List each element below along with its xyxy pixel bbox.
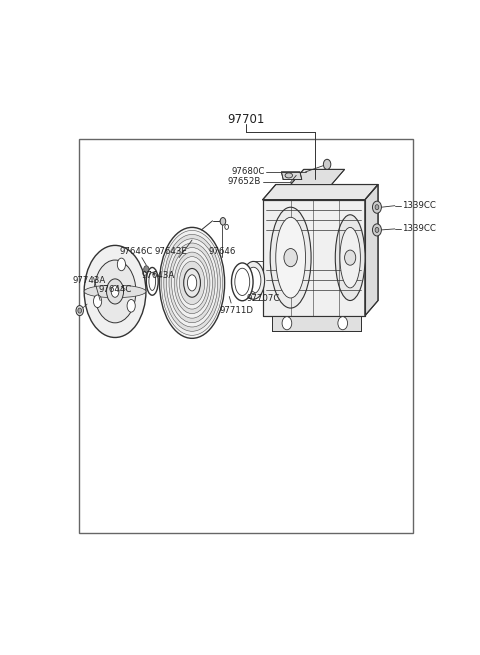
Ellipse shape	[127, 299, 135, 312]
Text: 97646C: 97646C	[120, 247, 153, 256]
Circle shape	[324, 159, 331, 170]
Ellipse shape	[177, 257, 207, 309]
Text: 1339CC: 1339CC	[402, 225, 436, 233]
Ellipse shape	[285, 173, 292, 178]
Text: 97643A: 97643A	[142, 271, 175, 280]
Text: 97707C: 97707C	[246, 295, 279, 303]
Ellipse shape	[187, 275, 197, 291]
Ellipse shape	[84, 246, 146, 337]
Ellipse shape	[242, 261, 264, 299]
Ellipse shape	[225, 225, 228, 229]
Text: 97646: 97646	[208, 247, 236, 256]
Ellipse shape	[164, 234, 220, 331]
Ellipse shape	[180, 261, 204, 305]
Ellipse shape	[94, 295, 102, 308]
Text: 97711D: 97711D	[220, 305, 254, 314]
Text: 97680C: 97680C	[231, 168, 264, 176]
Circle shape	[338, 316, 348, 329]
Text: 1339CC: 1339CC	[402, 201, 436, 210]
Ellipse shape	[169, 243, 215, 323]
Polygon shape	[263, 200, 365, 316]
Circle shape	[76, 306, 84, 316]
Ellipse shape	[220, 217, 226, 225]
Ellipse shape	[94, 260, 136, 323]
Ellipse shape	[167, 238, 218, 327]
Circle shape	[282, 316, 292, 329]
Text: 97701: 97701	[228, 113, 264, 126]
Circle shape	[284, 248, 297, 267]
Ellipse shape	[184, 269, 201, 297]
Ellipse shape	[235, 269, 250, 295]
Circle shape	[375, 227, 379, 233]
Text: 97644C: 97644C	[98, 286, 132, 294]
Ellipse shape	[107, 279, 123, 304]
Ellipse shape	[149, 272, 156, 290]
Polygon shape	[365, 185, 378, 316]
Ellipse shape	[246, 267, 261, 293]
Ellipse shape	[172, 248, 213, 318]
Circle shape	[372, 201, 382, 214]
Circle shape	[345, 250, 356, 265]
Ellipse shape	[111, 286, 119, 297]
Polygon shape	[272, 316, 361, 331]
Ellipse shape	[340, 227, 360, 288]
Polygon shape	[263, 185, 378, 200]
Circle shape	[372, 224, 382, 236]
Ellipse shape	[159, 227, 225, 339]
Text: 97652B: 97652B	[228, 178, 261, 187]
Text: 97743A: 97743A	[72, 276, 106, 286]
Circle shape	[144, 266, 149, 272]
Ellipse shape	[161, 231, 223, 335]
Ellipse shape	[146, 267, 158, 295]
Polygon shape	[281, 172, 302, 179]
Polygon shape	[290, 170, 345, 185]
Ellipse shape	[117, 258, 125, 271]
Ellipse shape	[335, 215, 365, 301]
Ellipse shape	[270, 207, 311, 308]
Ellipse shape	[231, 263, 253, 301]
Ellipse shape	[276, 217, 305, 298]
Circle shape	[375, 204, 379, 210]
Ellipse shape	[174, 252, 210, 314]
Circle shape	[78, 308, 82, 313]
Text: 97643E: 97643E	[155, 247, 187, 256]
Ellipse shape	[84, 285, 146, 298]
Bar	[79, 139, 413, 533]
